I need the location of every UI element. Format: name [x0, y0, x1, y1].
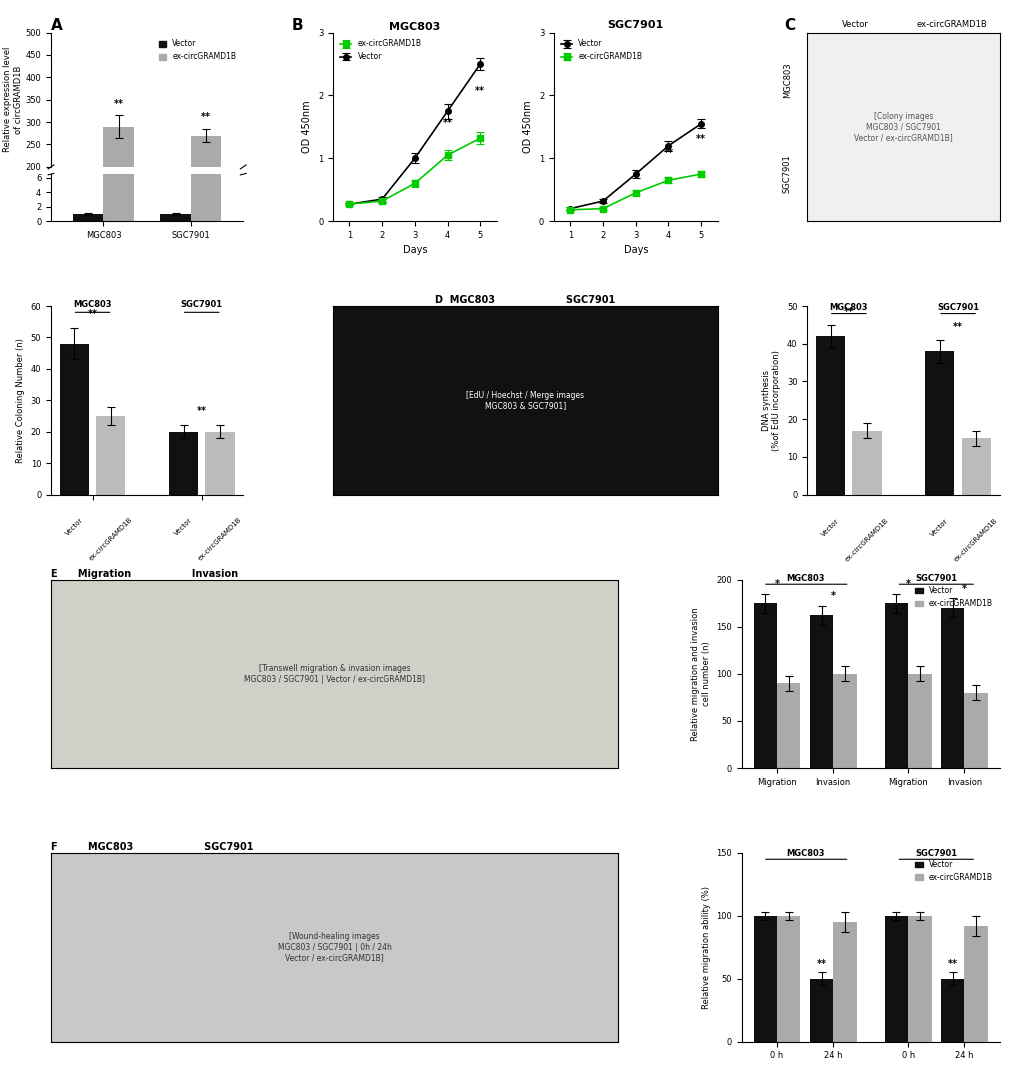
Y-axis label: OD 450nm: OD 450nm — [302, 101, 312, 153]
Text: **: ** — [201, 112, 211, 123]
Text: *: * — [773, 579, 779, 589]
Text: SGC7901: SGC7901 — [936, 303, 978, 311]
Title: SGC7901: SGC7901 — [607, 21, 663, 30]
Bar — [941, 608, 964, 768]
Text: F         MGC803                     SGC7901: F MGC803 SGC7901 — [51, 842, 254, 852]
Text: [EdU / Hoechst / Merge images
MGC803 & SGC7901]: [EdU / Hoechst / Merge images MGC803 & S… — [466, 391, 584, 410]
Bar — [907, 674, 930, 768]
Bar — [72, 214, 103, 221]
Text: **: ** — [88, 308, 98, 319]
Legend: Vector, ex-circGRAMD1B: Vector, ex-circGRAMD1B — [911, 857, 995, 884]
Bar — [103, 127, 133, 256]
Text: **: ** — [815, 959, 825, 969]
Text: Vector: Vector — [841, 20, 868, 29]
Y-axis label: Relative expression level
of circGRAMD1B: Relative expression level of circGRAMD1B — [3, 47, 22, 152]
Text: MGC803: MGC803 — [783, 62, 791, 98]
Text: *: * — [905, 579, 910, 589]
Bar — [964, 926, 987, 1042]
Bar — [753, 603, 776, 768]
Bar — [191, 136, 221, 256]
Bar — [815, 336, 845, 495]
Text: [Colony images
MGC803 / SGC7901
Vector / ex-circGRAMD1B]: [Colony images MGC803 / SGC7901 Vector /… — [853, 112, 952, 142]
Y-axis label: Relative migration ability (%): Relative migration ability (%) — [701, 885, 710, 1009]
Text: ex-circGRAMD1B: ex-circGRAMD1B — [953, 518, 998, 563]
Bar — [809, 615, 833, 768]
Text: Vector: Vector — [929, 518, 949, 537]
Text: Vector: Vector — [820, 518, 840, 537]
Text: MGC803: MGC803 — [785, 574, 823, 584]
Text: [Transwell migration & invasion images
MGC803 / SGC7901 | Vector / ex-circGRAMD1: [Transwell migration & invasion images M… — [244, 664, 425, 684]
Text: **: ** — [442, 118, 452, 128]
Legend: ex-circGRAMD1B, Vector: ex-circGRAMD1B, Vector — [336, 37, 424, 64]
Text: MGC803: MGC803 — [73, 301, 112, 309]
Text: **: ** — [114, 99, 123, 109]
Text: Vector: Vector — [64, 516, 85, 537]
Bar — [205, 432, 234, 495]
Bar — [753, 916, 776, 1042]
Legend: Vector, ex-circGRAMD1B: Vector, ex-circGRAMD1B — [557, 37, 645, 64]
Text: ex-circGRAMD1B: ex-circGRAMD1B — [197, 516, 243, 562]
Text: **: ** — [475, 86, 485, 97]
Y-axis label: DNA synthesis
(%of EdU incorporation): DNA synthesis (%of EdU incorporation) — [761, 349, 781, 450]
Text: SGC7901: SGC7901 — [914, 574, 957, 584]
Text: *: * — [829, 591, 835, 601]
Bar — [907, 916, 930, 1042]
Text: *: * — [961, 584, 966, 593]
Y-axis label: Relative Coloning Number (n): Relative Coloning Number (n) — [16, 337, 25, 463]
X-axis label: Days: Days — [623, 245, 647, 255]
Text: Vector: Vector — [173, 516, 194, 537]
Text: ex-circGRAMD1B: ex-circGRAMD1B — [844, 518, 889, 563]
Bar — [852, 431, 880, 495]
Title: D  MGC803                     SGC7901: D MGC803 SGC7901 — [435, 295, 614, 305]
Text: **: ** — [843, 307, 853, 317]
Legend: Vector, ex-circGRAMD1B: Vector, ex-circGRAMD1B — [911, 584, 995, 611]
Bar — [883, 916, 907, 1042]
Text: SGC7901: SGC7901 — [180, 301, 222, 309]
Text: E      Migration                  Invasion: E Migration Invasion — [51, 569, 237, 578]
Title: MGC803: MGC803 — [389, 22, 440, 31]
Bar — [60, 344, 89, 495]
Text: **: ** — [947, 959, 957, 969]
Bar — [169, 432, 198, 495]
Bar — [924, 352, 954, 495]
Text: SGC7901: SGC7901 — [914, 850, 957, 858]
Bar — [964, 692, 987, 768]
Bar — [833, 922, 856, 1042]
Bar — [776, 916, 800, 1042]
Bar — [160, 214, 191, 221]
Text: ex-circGRAMD1B: ex-circGRAMD1B — [88, 516, 133, 562]
Y-axis label: Relative migration and invasion
cell number (n): Relative migration and invasion cell num… — [691, 607, 710, 741]
Text: ex-circGRAMD1B: ex-circGRAMD1B — [915, 20, 986, 29]
Text: MGC803: MGC803 — [828, 303, 867, 311]
Text: MGC803: MGC803 — [785, 850, 823, 858]
X-axis label: Days: Days — [403, 245, 427, 255]
Bar — [941, 979, 964, 1042]
Text: [Wound-healing images
MGC803 / SGC7901 | 0h / 24h
Vector / ex-circGRAMD1B]: [Wound-healing images MGC803 / SGC7901 |… — [277, 932, 391, 962]
Bar — [776, 684, 800, 768]
Bar — [96, 416, 125, 495]
Text: SGC7901: SGC7901 — [783, 155, 791, 193]
Text: **: ** — [952, 322, 962, 332]
Bar — [191, 0, 221, 221]
Text: B: B — [291, 17, 304, 33]
Text: **: ** — [696, 133, 705, 144]
Bar — [833, 674, 856, 768]
Text: **: ** — [197, 406, 207, 416]
Bar — [883, 603, 907, 768]
Y-axis label: OD 450nm: OD 450nm — [523, 101, 533, 153]
Text: **: ** — [662, 148, 673, 158]
Bar — [103, 0, 133, 221]
Text: A: A — [51, 17, 63, 33]
Legend: Vector, ex-circGRAMD1B: Vector, ex-circGRAMD1B — [156, 37, 239, 64]
Bar — [809, 979, 833, 1042]
Text: C: C — [784, 17, 795, 33]
Bar — [961, 438, 989, 495]
